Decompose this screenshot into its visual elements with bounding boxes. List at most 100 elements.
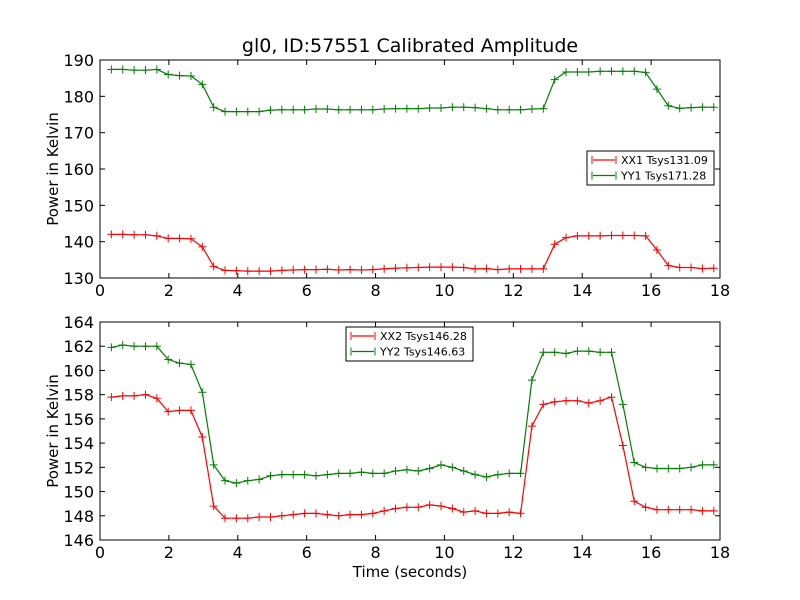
legend-label: XX2 Tsys146.28 — [380, 330, 467, 343]
data-point — [562, 67, 571, 76]
data-point — [607, 348, 616, 357]
data-point — [323, 265, 332, 274]
x-tick-label: 18 — [710, 281, 730, 300]
data-point — [652, 246, 661, 255]
data-point — [175, 234, 184, 243]
data-point — [596, 396, 605, 405]
data-point — [186, 360, 195, 369]
data-point — [266, 106, 275, 115]
data-point — [175, 359, 184, 368]
data-point — [652, 505, 661, 514]
data-point — [243, 476, 252, 485]
data-point — [277, 470, 286, 479]
data-point — [221, 107, 230, 116]
x-tick-label: 6 — [302, 281, 312, 300]
data-point — [175, 406, 184, 415]
data-point — [573, 347, 582, 356]
data-point — [357, 266, 366, 275]
data-point — [618, 400, 627, 409]
data-point — [459, 103, 468, 112]
legend-marker — [350, 332, 376, 340]
data-point — [334, 511, 343, 520]
data-point — [505, 508, 514, 517]
data-point — [675, 263, 684, 272]
x-tick-label: 0 — [95, 281, 105, 300]
data-point — [471, 506, 480, 515]
data-point — [232, 479, 241, 488]
series-line — [111, 68, 714, 113]
data-point — [675, 464, 684, 473]
data-point — [425, 464, 434, 473]
data-point — [664, 261, 673, 270]
data-point — [107, 393, 116, 402]
data-point — [675, 505, 684, 514]
data-point — [323, 470, 332, 479]
data-point — [311, 105, 320, 114]
data-point — [232, 266, 241, 275]
data-point — [584, 347, 593, 356]
y-tick-label: 160 — [63, 160, 94, 179]
data-point — [141, 390, 150, 399]
data-point — [709, 460, 718, 469]
data-point — [186, 71, 195, 80]
series-line — [111, 233, 714, 272]
x-tick-label: 12 — [503, 543, 523, 562]
data-point — [550, 75, 559, 84]
x-tick-label: 16 — [641, 281, 661, 300]
y-tick-label: 146 — [63, 531, 94, 550]
data-point — [357, 105, 366, 114]
y-axis-label: Power in Kelvin — [44, 374, 62, 488]
data-point — [311, 265, 320, 274]
y-tick-label: 180 — [63, 87, 94, 106]
data-point — [209, 460, 218, 469]
data-point — [289, 470, 298, 479]
data-point — [675, 104, 684, 113]
data-point — [255, 107, 264, 116]
data-point — [255, 512, 264, 521]
data-point — [437, 502, 445, 511]
data-point — [118, 341, 127, 350]
y-tick-label: 150 — [63, 196, 94, 215]
data-point — [118, 65, 127, 74]
y-tick-label: 190 — [63, 51, 94, 70]
y-tick-label: 158 — [63, 386, 94, 405]
x-tick-label: 12 — [503, 281, 523, 300]
data-point — [459, 508, 468, 517]
data-point — [346, 105, 355, 114]
legend-marker — [350, 347, 376, 356]
data-point — [459, 263, 468, 272]
series-line — [111, 394, 714, 519]
data-point — [539, 400, 548, 409]
data-point — [664, 505, 673, 514]
data-point — [402, 503, 411, 512]
y-tick-label: 150 — [63, 483, 94, 502]
data-point — [527, 105, 536, 114]
data-point — [289, 105, 298, 114]
data-point — [425, 263, 434, 272]
data-point — [709, 506, 718, 515]
data-point — [277, 266, 286, 275]
x-tick-label: 14 — [572, 281, 592, 300]
data-point — [323, 105, 332, 114]
data-point — [164, 407, 173, 416]
data-point — [152, 342, 161, 351]
x-tick-label: 8 — [370, 543, 380, 562]
data-point — [687, 505, 696, 514]
data-point — [221, 514, 230, 523]
data-point — [198, 388, 207, 397]
x-tick-label: 10 — [434, 543, 454, 562]
data-point — [209, 262, 218, 271]
data-point — [209, 103, 218, 112]
data-point — [232, 514, 241, 523]
data-point — [368, 509, 377, 518]
data-point — [255, 267, 264, 276]
data-point — [323, 510, 332, 519]
data-point — [505, 264, 514, 273]
data-point — [709, 264, 718, 273]
data-point — [448, 103, 457, 112]
data-point — [596, 67, 605, 76]
data-point — [380, 469, 389, 478]
data-point — [209, 502, 218, 511]
y-tick-label: 130 — [63, 269, 94, 288]
data-point — [334, 469, 343, 478]
